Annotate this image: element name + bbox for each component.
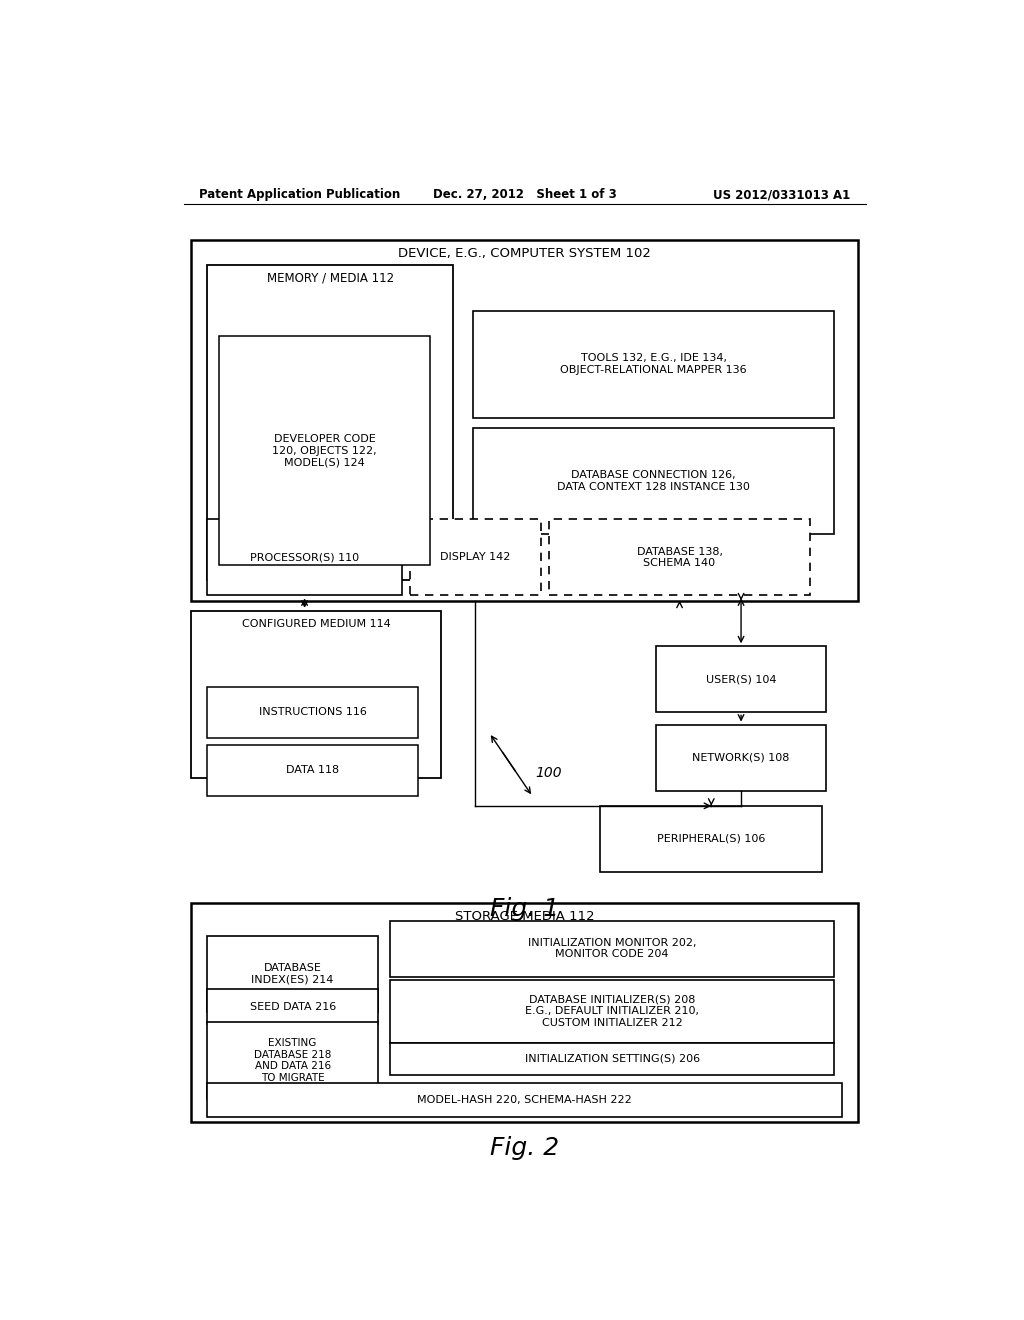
Bar	[207, 686, 418, 738]
Text: EXISTING
DATABASE 218
AND DATA 216
TO MIGRATE: EXISTING DATABASE 218 AND DATA 216 TO MI…	[254, 1038, 332, 1082]
Bar	[207, 1084, 843, 1117]
Bar	[655, 725, 826, 791]
Text: MEMORY / MEDIA 112: MEMORY / MEDIA 112	[267, 272, 394, 285]
Text: Fig. 2: Fig. 2	[490, 1137, 559, 1160]
Text: DATABASE CONNECTION 126,
DATA CONTEXT 128 INSTANCE 130: DATABASE CONNECTION 126, DATA CONTEXT 12…	[557, 470, 751, 492]
Bar	[219, 337, 430, 565]
Text: PERIPHERAL(S) 106: PERIPHERAL(S) 106	[657, 834, 766, 843]
Bar	[410, 519, 541, 595]
Text: INITIALIZATION SETTING(S) 206: INITIALIZATION SETTING(S) 206	[524, 1053, 699, 1064]
Text: DEVICE, E.G., COMPUTER SYSTEM 102: DEVICE, E.G., COMPUTER SYSTEM 102	[398, 247, 651, 260]
Text: DISPLAY 142: DISPLAY 142	[440, 552, 510, 562]
Text: DEVELOPER CODE
120, OBJECTS 122,
MODEL(S) 124: DEVELOPER CODE 120, OBJECTS 122, MODEL(S…	[272, 434, 377, 467]
Text: STORAGE MEDIA 112: STORAGE MEDIA 112	[455, 909, 595, 923]
Text: 100: 100	[536, 767, 562, 780]
Text: PROCESSOR(S) 110: PROCESSOR(S) 110	[250, 552, 359, 562]
Bar	[191, 903, 858, 1122]
Text: CONFIGURED MEDIUM 114: CONFIGURED MEDIUM 114	[242, 619, 391, 628]
Text: DATABASE 138,
SCHEMA 140: DATABASE 138, SCHEMA 140	[637, 546, 723, 568]
Bar	[207, 265, 454, 581]
Text: MODEL-HASH 220, SCHEMA-HASH 222: MODEL-HASH 220, SCHEMA-HASH 222	[418, 1096, 632, 1105]
Text: Dec. 27, 2012   Sheet 1 of 3: Dec. 27, 2012 Sheet 1 of 3	[433, 189, 616, 202]
Text: TOOLS 132, E.G., IDE 134,
OBJECT-RELATIONAL MAPPER 136: TOOLS 132, E.G., IDE 134, OBJECT-RELATIO…	[560, 354, 748, 375]
Text: US 2012/0331013 A1: US 2012/0331013 A1	[713, 189, 850, 202]
Text: Patent Application Publication: Patent Application Publication	[200, 189, 400, 202]
Text: USER(S) 104: USER(S) 104	[706, 675, 776, 684]
Bar	[390, 1043, 835, 1076]
Bar	[549, 519, 811, 595]
Text: Fig. 1: Fig. 1	[490, 896, 559, 920]
Text: INITIALIZATION MONITOR 202,
MONITOR CODE 204: INITIALIZATION MONITOR 202, MONITOR CODE…	[527, 937, 696, 960]
Text: SEED DATA 216: SEED DATA 216	[250, 1002, 336, 1011]
Bar	[473, 428, 835, 535]
Bar	[655, 647, 826, 713]
Text: DATA 118: DATA 118	[286, 766, 339, 775]
Bar	[473, 312, 835, 417]
Bar	[191, 611, 441, 779]
Bar	[390, 921, 835, 977]
Text: DATABASE INITIALIZER(S) 208
E.G., DEFAULT INITIALIZER 210,
CUSTOM INITIALIZER 21: DATABASE INITIALIZER(S) 208 E.G., DEFAUL…	[525, 994, 699, 1028]
Text: DATABASE
INDEX(ES) 214: DATABASE INDEX(ES) 214	[252, 964, 334, 985]
Bar	[191, 240, 858, 601]
Bar	[207, 989, 378, 1024]
Bar	[207, 519, 401, 595]
Bar	[390, 979, 835, 1043]
Bar	[207, 936, 378, 1012]
Bar	[207, 1022, 378, 1098]
Bar	[207, 744, 418, 796]
Bar	[600, 805, 822, 873]
Text: INSTRUCTIONS 116: INSTRUCTIONS 116	[259, 708, 367, 717]
Text: NETWORK(S) 108: NETWORK(S) 108	[692, 752, 790, 763]
